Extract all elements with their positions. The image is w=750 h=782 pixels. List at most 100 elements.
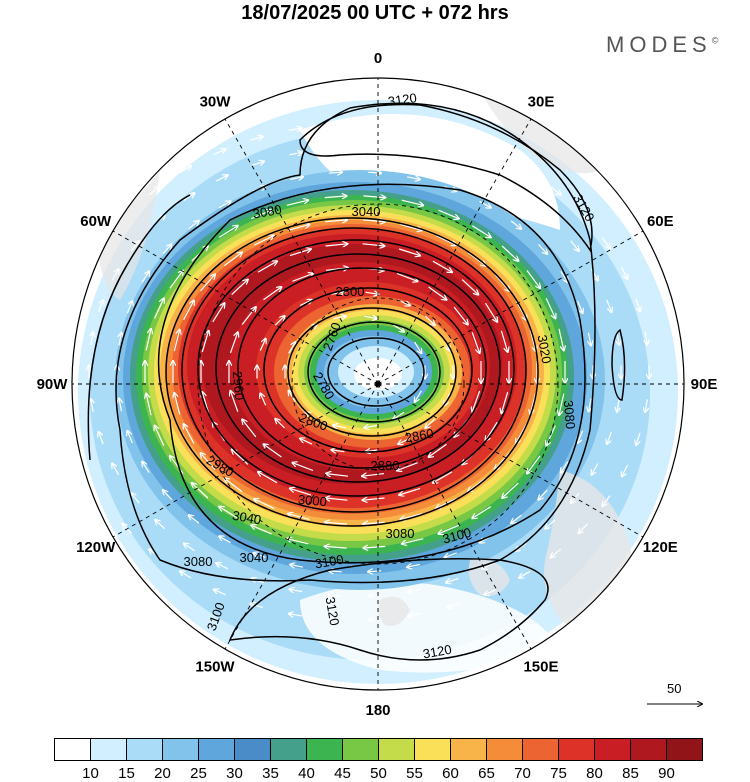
wind-vector [328, 124, 341, 125]
latitude-circle [291, 297, 465, 471]
wind-vector [155, 426, 165, 446]
longitude-label: 90W [37, 376, 69, 393]
wind-vector [602, 495, 611, 507]
wind-vector [289, 152, 302, 154]
wind-vector [571, 492, 580, 503]
meridian-line [112, 230, 379, 385]
wind-vector [289, 249, 311, 257]
wind-vector [259, 339, 265, 351]
wind-vector [433, 471, 453, 483]
wind-vector [438, 209, 459, 219]
wind-vector [289, 614, 302, 616]
brand-logo: MODES© [606, 32, 718, 58]
wind-vector [216, 563, 229, 570]
wind-vector [368, 148, 381, 149]
wind-vector [407, 152, 421, 154]
wind-vector [436, 498, 457, 509]
wind-vector [169, 271, 183, 289]
color-scale-label: 15 [118, 765, 135, 782]
wind-vector [112, 464, 120, 476]
wind-vector [263, 287, 282, 301]
color-scale-box [126, 738, 163, 761]
color-scale-box [450, 738, 487, 761]
wind-vector [368, 595, 382, 596]
wind-vector [511, 514, 522, 523]
wind-vector [364, 425, 378, 427]
wind-vector [288, 342, 296, 354]
wind-vector [570, 240, 579, 251]
longitude-label: 150W [195, 658, 235, 675]
wind-vector [363, 196, 385, 198]
longitude-label: 30W [200, 94, 232, 111]
color-scale-label: 50 [370, 765, 387, 782]
contour-label: 3120 [422, 642, 453, 662]
color-scale-box [342, 738, 379, 761]
wind-vector [447, 137, 460, 141]
contour-label: 3080 [184, 554, 213, 569]
contour-label: 2860 [404, 426, 435, 446]
wind-vector [184, 544, 195, 552]
color-scale-box [666, 738, 703, 761]
wind-vector [432, 260, 452, 272]
contour-label: 3040 [352, 204, 381, 219]
wind-vector [202, 392, 210, 414]
color-scale-label: 90 [658, 765, 675, 782]
longitude-label: 90E [691, 376, 718, 393]
meridian-line [377, 230, 644, 385]
wind-vector [447, 604, 460, 608]
longitude-label: 120W [76, 539, 116, 556]
color-scale-box [522, 738, 559, 761]
color-scale-label: 20 [154, 765, 171, 782]
wind-vector [545, 298, 555, 318]
longitude-label: 60E [647, 213, 674, 230]
wind-vector [484, 148, 496, 154]
longitude-label: 150E [523, 658, 558, 675]
wind-vector [292, 463, 314, 472]
wind-vector [192, 483, 209, 499]
color-scale-box [198, 738, 235, 761]
wind-vector [264, 444, 282, 458]
wind-vector [398, 248, 420, 256]
color-scale-box [378, 738, 415, 761]
wind-vector [201, 331, 208, 353]
color-scale-label: 25 [190, 765, 207, 782]
contour-label: 3080 [386, 526, 415, 541]
wind-vector [435, 235, 456, 246]
longitude-label: 30E [528, 94, 555, 111]
wind-vector [471, 225, 491, 238]
longitude-label: 60W [80, 213, 112, 230]
wind-vector [494, 274, 510, 291]
wind-vector [231, 280, 248, 296]
wind-vector [550, 186, 561, 195]
wind-vector [141, 271, 149, 283]
wind-vector [601, 237, 610, 249]
wind-vector [111, 269, 119, 281]
contour-label: 3120 [323, 596, 343, 627]
color-scale-boxes [54, 738, 703, 761]
wind-vector [183, 193, 195, 201]
wind-vector [332, 450, 345, 452]
brand-mark: © [711, 35, 719, 46]
wind-vector [325, 244, 348, 246]
wind-vector [289, 391, 296, 403]
wind-vector [526, 270, 540, 289]
wind-vector [425, 418, 436, 428]
wind-vector [406, 177, 420, 180]
wind-vector [636, 432, 641, 445]
wind-vector [254, 499, 275, 509]
wind-vector [119, 399, 122, 412]
color-scale-label: 60 [442, 765, 459, 782]
color-scale-label: 45 [334, 765, 351, 782]
color-scale-label: 10 [82, 765, 99, 782]
wind-vector [329, 595, 342, 596]
wind-vector [461, 279, 478, 295]
wind-vector [98, 300, 104, 313]
color-scale-box [306, 738, 343, 761]
wind-vector [363, 546, 386, 548]
longitude-label: 0 [374, 50, 382, 67]
graticule [72, 78, 684, 690]
wind-vector [368, 172, 381, 173]
wind-vector [119, 333, 122, 346]
color-scale-bar: 10 15 20 25 30 35 40 45 50 55 60 65 70 75 80 85 90 [54, 738, 703, 782]
wind-vector [530, 392, 537, 414]
